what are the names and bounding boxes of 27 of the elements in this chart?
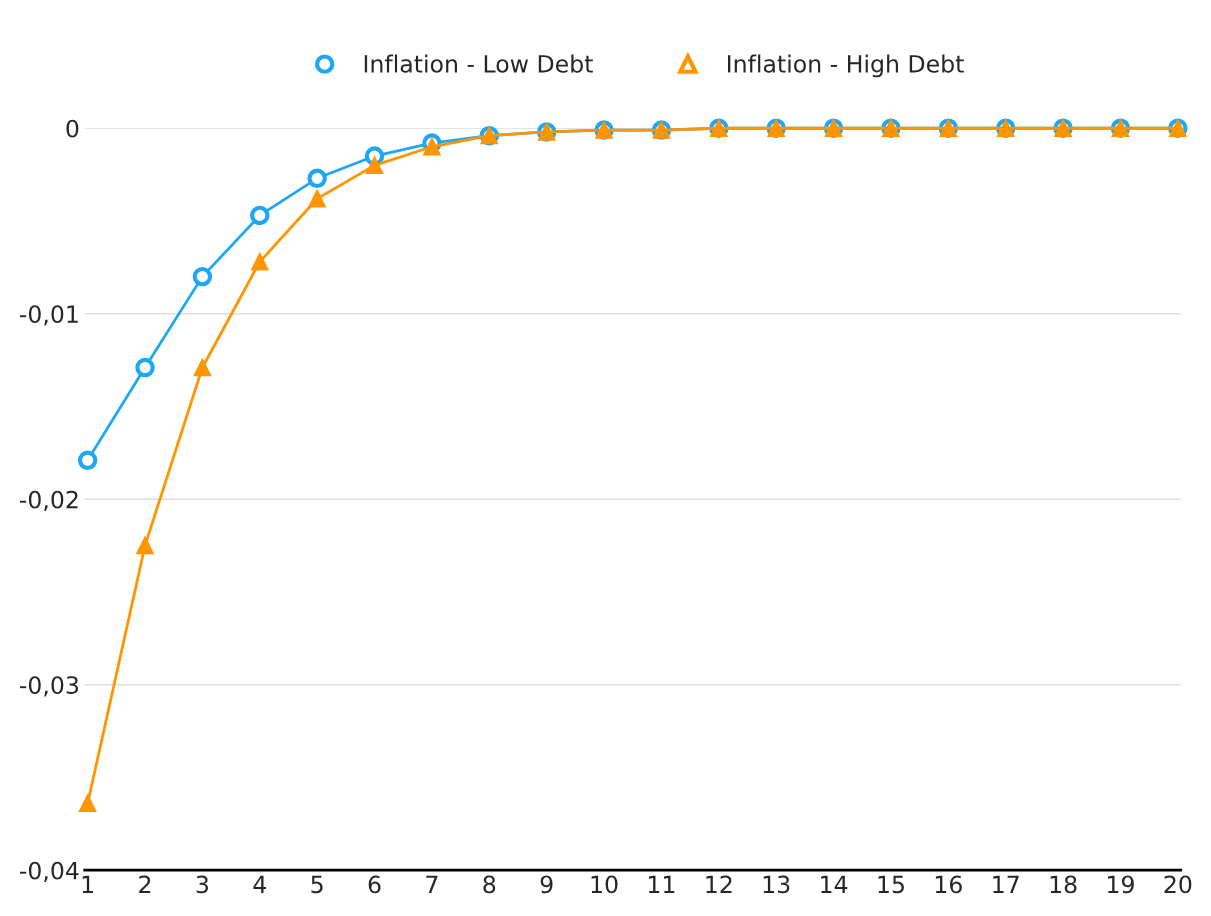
x-tick-label: 3 — [196, 875, 209, 894]
x-tick-label: 13 — [763, 875, 790, 894]
x-tick-label: 20 — [1164, 875, 1192, 894]
x-tick-label: 17 — [993, 875, 1019, 893]
x-tick-label: 7 — [426, 875, 438, 893]
x-tick-label: 10 — [591, 875, 618, 894]
x-tick-label: 5 — [311, 875, 323, 894]
x-tick-label: 4 — [253, 875, 266, 893]
y-tick-label: -0,01 — [19, 305, 78, 326]
x-tick-label: 16 — [935, 875, 962, 894]
y-tick-label: -0,02 — [19, 490, 78, 511]
x-tick-label: 19 — [1108, 875, 1134, 894]
y-tick-label: -0,04 — [19, 861, 79, 882]
y-tick-label: 0 — [66, 119, 79, 138]
x-tick-label: 11 — [649, 875, 675, 893]
x-tick-label: 2 — [139, 875, 151, 893]
x-tick-label: 8 — [483, 875, 496, 894]
x-tick-label: 14 — [821, 875, 848, 893]
x-tick-label: 15 — [878, 875, 904, 894]
legend-label: Inflation - High Debt — [727, 54, 964, 78]
x-tick-label: 1 — [82, 875, 93, 893]
x-tick-label: 18 — [1050, 875, 1077, 894]
x-tick-label: 12 — [706, 875, 732, 893]
x-tick-label: 9 — [540, 875, 553, 894]
legend-label: Inflation - Low Debt — [364, 54, 593, 73]
x-tick-label: 6 — [368, 875, 381, 894]
y-tick-label: -0,03 — [19, 676, 79, 697]
